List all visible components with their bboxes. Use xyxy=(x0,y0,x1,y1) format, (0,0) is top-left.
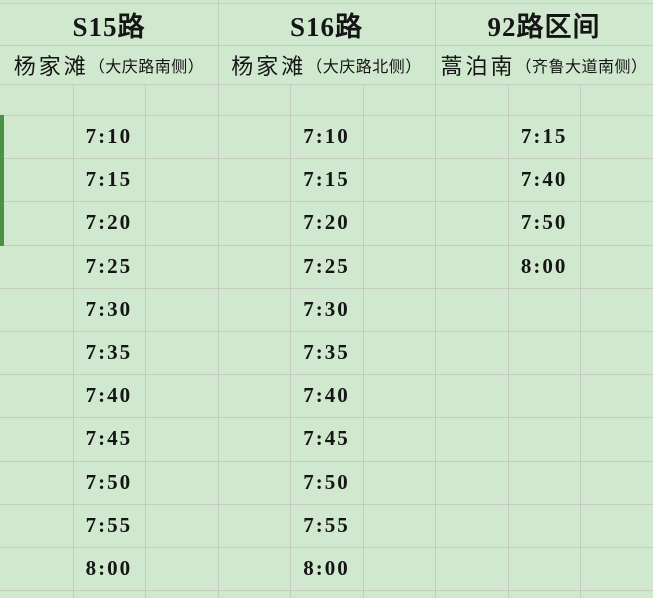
grid-vline xyxy=(290,84,291,598)
route-header-s15[interactable]: S15路 xyxy=(72,11,146,42)
time-cell-s16[interactable]: 7:40 xyxy=(303,383,350,408)
grid-hline xyxy=(0,374,653,375)
station-cell-s16[interactable]: 杨家滩 （大庆路北侧） xyxy=(218,45,435,84)
time-cell-92[interactable]: 7:15 xyxy=(520,124,568,149)
time-cell-s16[interactable]: 7:15 xyxy=(303,167,350,192)
time-cell-s15[interactable]: 7:40 xyxy=(85,383,133,408)
route-header-92[interactable]: 92路区间 xyxy=(487,11,601,42)
grid-hline xyxy=(0,590,653,591)
times-grid: 7:10 7:15 7:20 7:25 7:30 7:35 7:40 7:45 … xyxy=(0,115,653,590)
grid-hline xyxy=(0,547,653,548)
grid-hline xyxy=(0,84,653,85)
grid-hline xyxy=(0,3,653,4)
grid-vline xyxy=(363,84,364,598)
time-cell-s15[interactable]: 7:35 xyxy=(85,339,133,364)
grid-vline xyxy=(508,84,509,598)
grid-vline xyxy=(73,84,74,598)
grid-hline xyxy=(0,504,653,505)
station-name: 杨家滩 xyxy=(13,53,89,79)
time-cell-s15[interactable]: 7:20 xyxy=(85,210,133,235)
time-cell-s15[interactable]: 7:15 xyxy=(85,167,133,192)
route-header-s16[interactable]: S16路 xyxy=(289,11,364,42)
time-cell-s15[interactable]: 7:50 xyxy=(85,469,133,494)
grid-hline xyxy=(0,245,653,246)
time-cell-s15[interactable]: 7:45 xyxy=(85,426,133,451)
grid-hline xyxy=(0,461,653,462)
time-cell-s16[interactable]: 7:20 xyxy=(303,210,350,235)
grid-hline xyxy=(0,417,653,418)
time-cell-s16[interactable]: 7:35 xyxy=(303,339,350,364)
time-cell-92[interactable]: 7:40 xyxy=(520,167,568,192)
time-cell-s16[interactable]: 7:45 xyxy=(303,426,350,451)
time-cell-s16[interactable]: 7:30 xyxy=(303,296,350,321)
grid-hline xyxy=(0,45,653,46)
time-cell-s16[interactable]: 8:00 xyxy=(303,555,350,580)
station-note: （齐鲁大道南侧） xyxy=(515,58,648,76)
station-name: 蒿泊南 xyxy=(440,53,516,79)
time-cell-92[interactable]: 7:50 xyxy=(520,210,568,235)
selection-accent-bar xyxy=(0,115,4,246)
grid-vline xyxy=(580,84,581,598)
station-note: （大庆路南侧） xyxy=(88,58,205,76)
time-cell-s16[interactable]: 7:55 xyxy=(303,512,350,537)
grid-hline xyxy=(0,201,653,202)
time-cell-s16[interactable]: 7:50 xyxy=(303,469,350,494)
time-cell-s15[interactable]: 7:30 xyxy=(85,296,133,321)
grid-hline xyxy=(0,115,653,116)
station-note: （大庆路北侧） xyxy=(306,58,422,76)
grid-hline xyxy=(0,158,653,159)
time-cell-92[interactable]: 8:00 xyxy=(520,253,568,278)
grid-vline xyxy=(435,0,436,598)
grid-hline xyxy=(0,288,653,289)
grid-vline xyxy=(145,84,146,598)
time-cell-s15[interactable]: 8:00 xyxy=(85,555,133,580)
station-name: 杨家滩 xyxy=(231,53,307,79)
station-cell-s15[interactable]: 杨家滩 （大庆路南侧） xyxy=(0,45,218,84)
time-cell-s16[interactable]: 7:25 xyxy=(303,253,350,278)
grid-vline xyxy=(218,0,219,598)
time-cell-s15[interactable]: 7:10 xyxy=(85,124,133,149)
time-cell-s16[interactable]: 7:10 xyxy=(303,124,350,149)
grid-hline xyxy=(0,331,653,332)
station-cell-92[interactable]: 蒿泊南 （齐鲁大道南侧） xyxy=(435,45,653,84)
time-cell-s15[interactable]: 7:25 xyxy=(85,253,133,278)
time-cell-s15[interactable]: 7:55 xyxy=(85,512,133,537)
